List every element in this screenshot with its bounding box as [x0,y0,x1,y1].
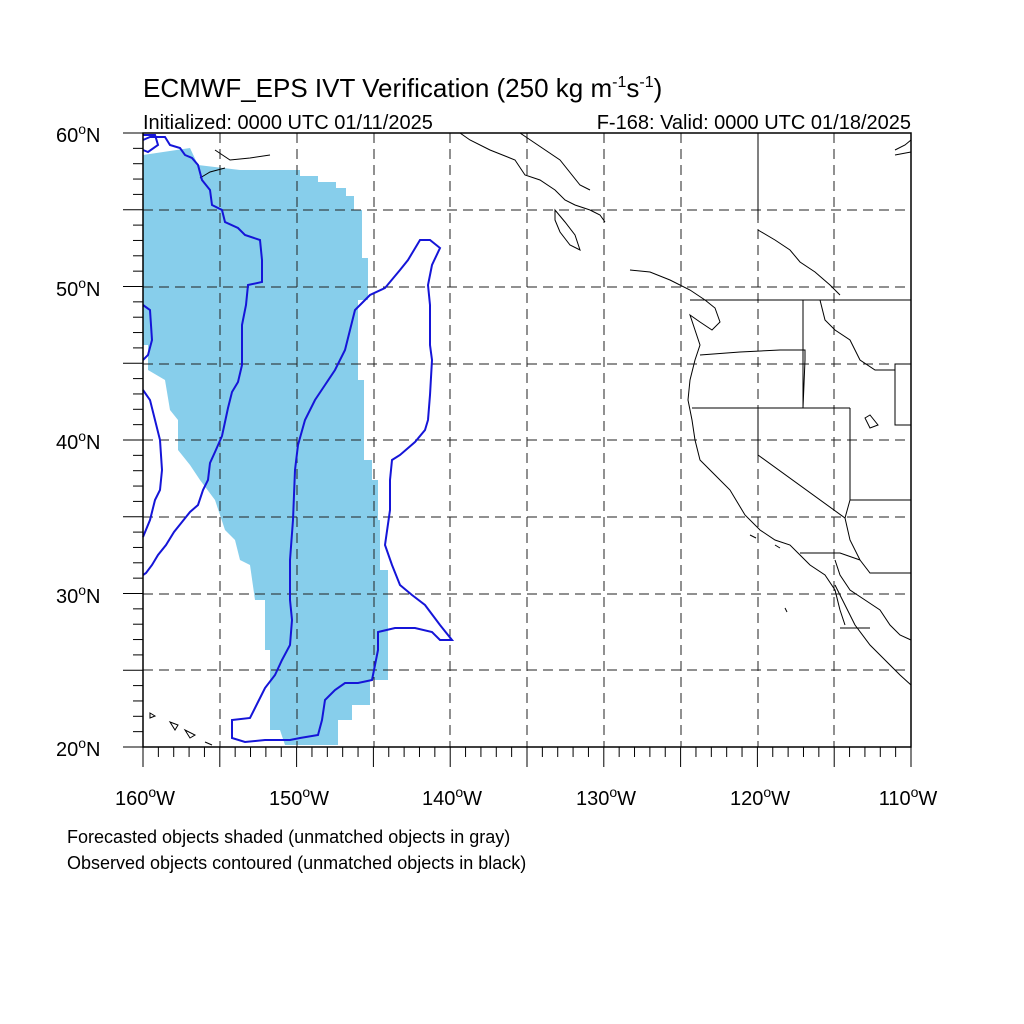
lat-label-40: 40oN [56,428,101,454]
lat-label-60: 60oN [56,121,101,147]
axis-ticks [123,132,912,767]
lon-label-150: 150oW [269,784,329,810]
longitude-labels: 160oW 150oW 140oW 130oW 120oW 110oW [115,784,937,810]
lat-lon-grid [143,133,911,747]
valid-label: F-168: Valid: 0000 UTC 01/18/2025 [597,112,911,134]
note-forecast: Forecasted objects shaded (unmatched obj… [67,827,510,847]
forecast-object-shaded [143,148,388,745]
lat-label-50: 50oN [56,275,101,301]
lat-label-30: 30oN [56,582,101,608]
observed-contour-4 [142,389,164,538]
latitude-labels: 60oN 50oN 40oN 30oN 20oN [56,121,101,761]
lon-label-120: 120oW [730,784,790,810]
lon-label-140: 140oW [422,784,482,810]
observed-contour-1 [142,136,263,576]
note-observed: Observed objects contoured (unmatched ob… [67,853,526,873]
lon-label-130: 130oW [576,784,636,810]
lon-label-110: 110oW [879,784,938,810]
observed-contour-5 [231,239,455,744]
observed-contour-3 [142,304,154,361]
map-title: ECMWF_EPS IVT Verification (250 kg m-1s-… [143,73,662,103]
coastlines-and-borders [149,132,912,746]
lon-label-160: 160oW [115,784,175,810]
observed-contour-2 [142,134,160,154]
initialized-label: Initialized: 0000 UTC 01/11/2025 [143,112,433,134]
lat-label-20: 20oN [56,735,101,761]
observed-objects [142,134,455,744]
